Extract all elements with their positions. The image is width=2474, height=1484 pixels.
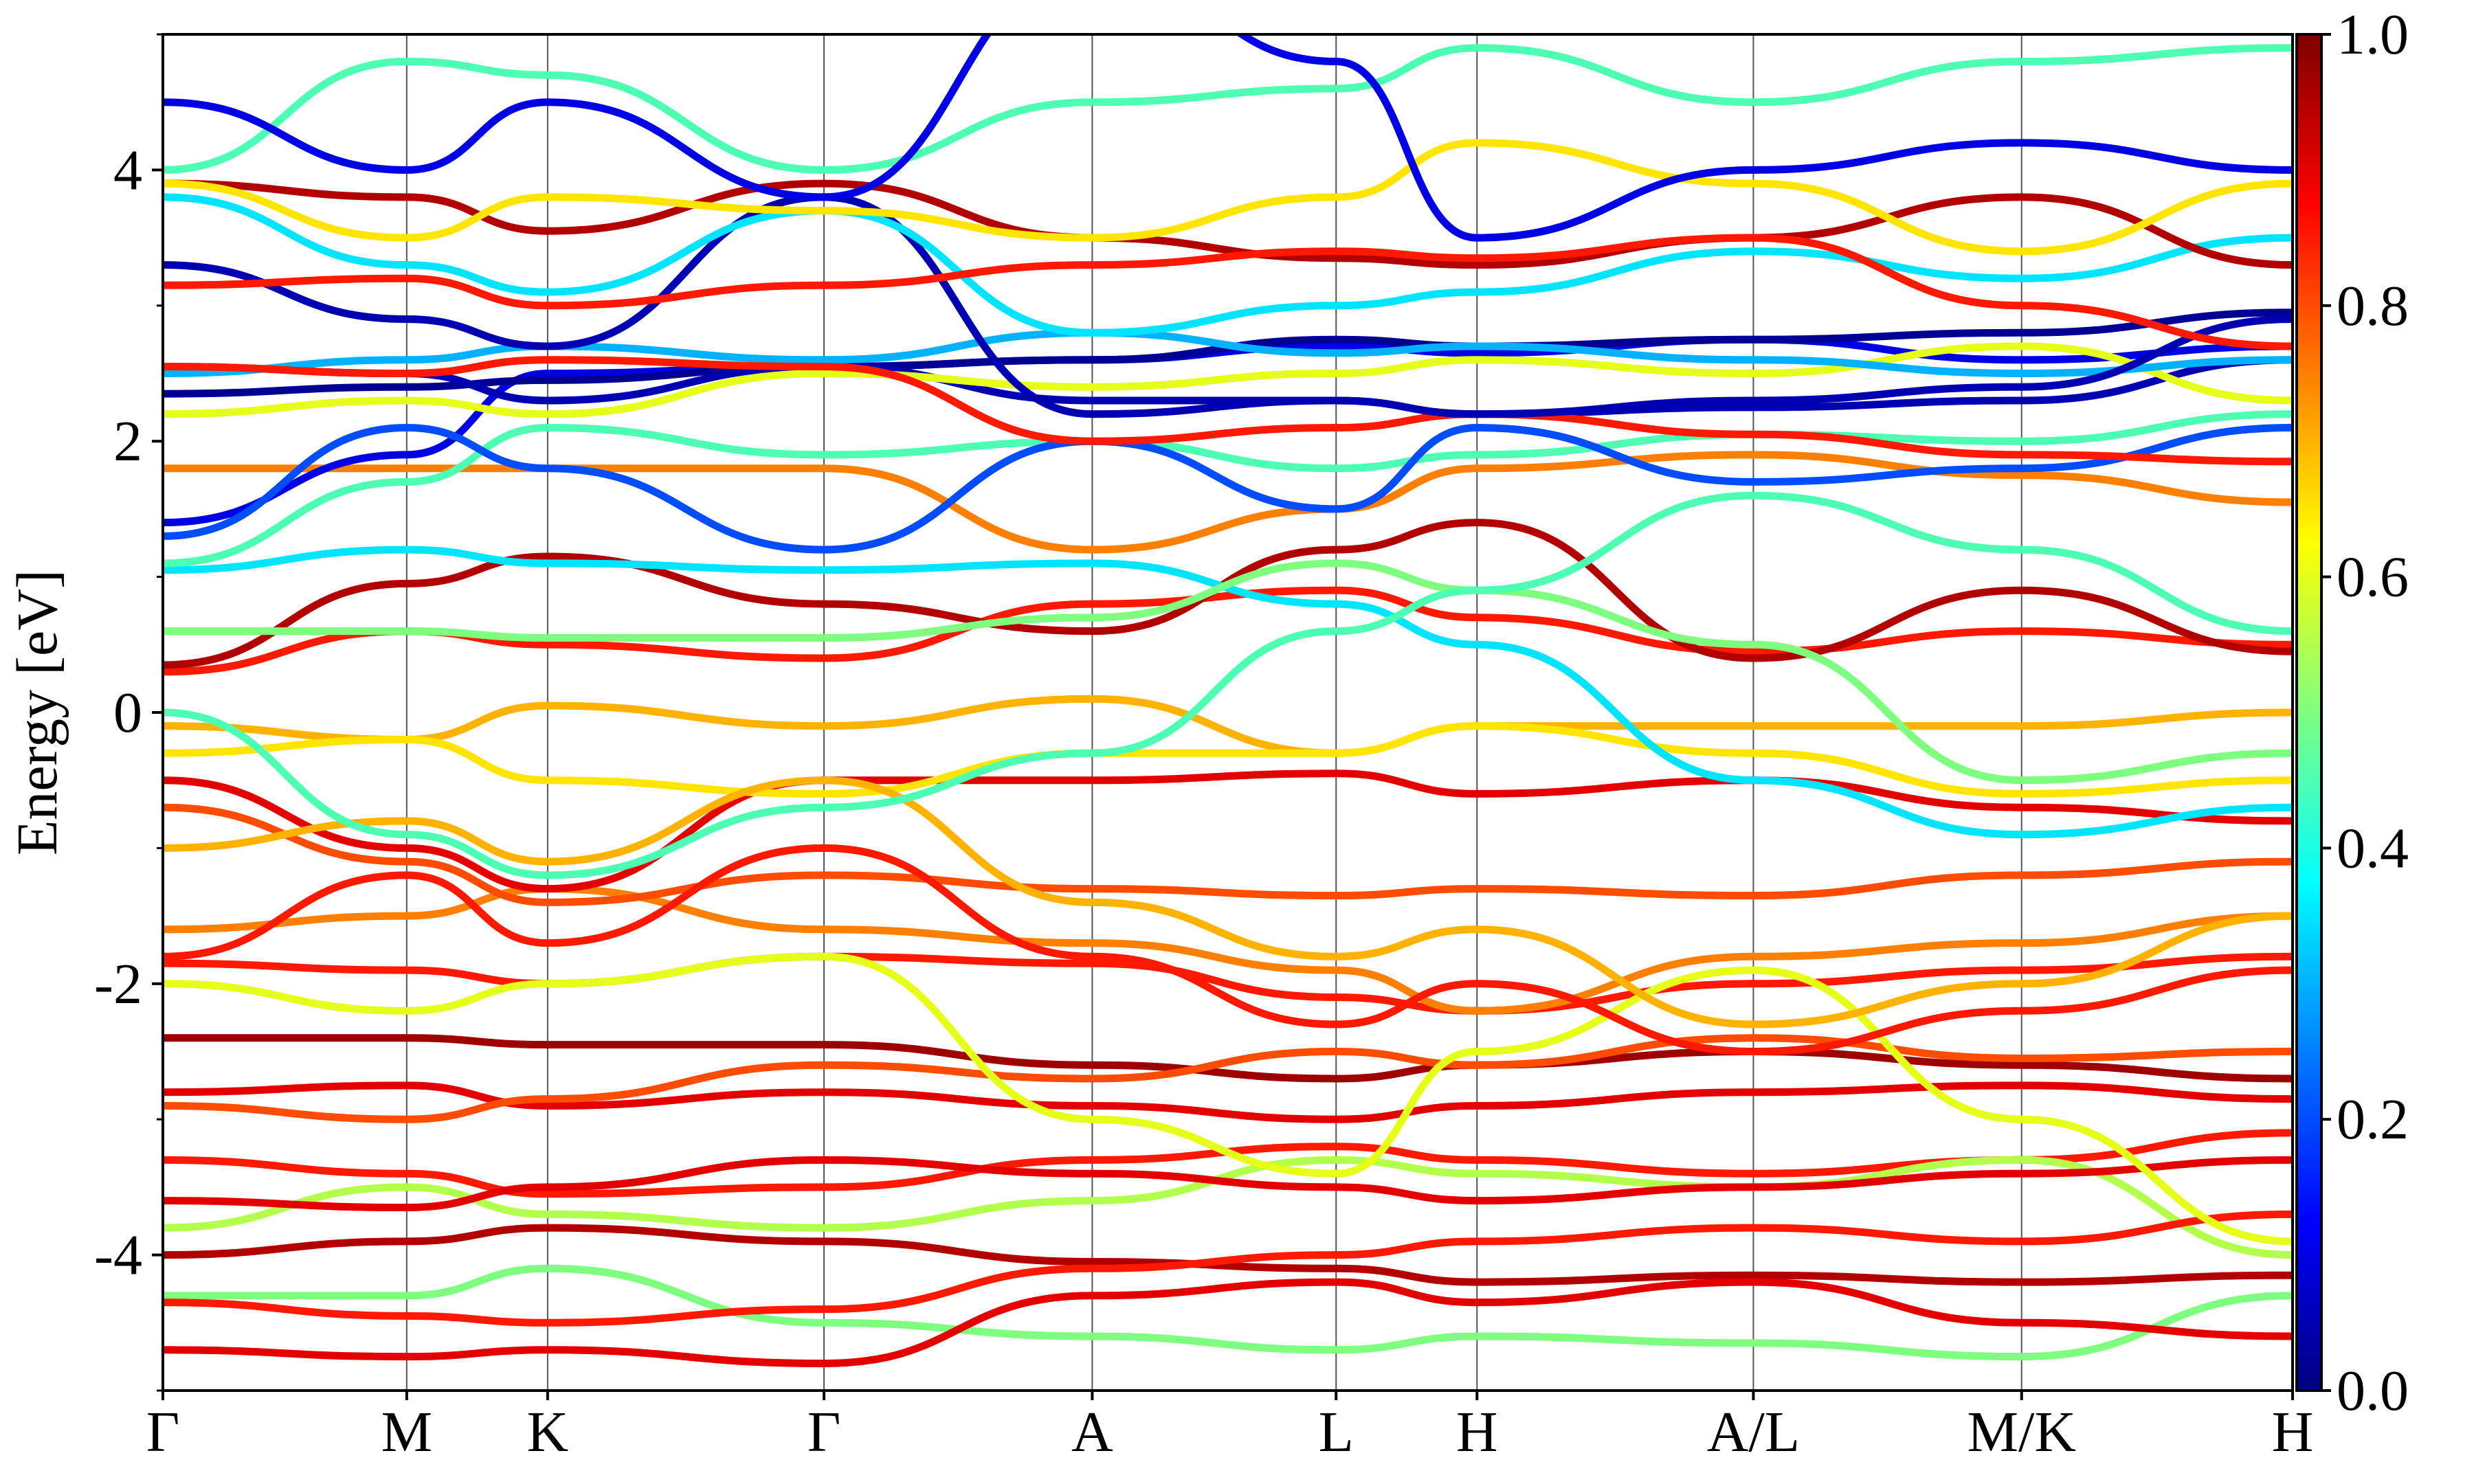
band-33 [163, 1210, 2293, 1327]
band-27 [163, 139, 2293, 256]
band-19 [163, 356, 2293, 418]
colorbar-tick-label: 0.4 [2337, 816, 2409, 880]
band-2 [163, 1081, 2293, 1123]
band-9 [163, 586, 2293, 676]
band-23 [163, 193, 2293, 418]
band-15 [163, 410, 2293, 567]
colorbar-ticks: 0.0 0.2 0.4 0.6 0.8 1.0 [2321, 3, 2409, 1423]
band-20 [163, 342, 2293, 418]
colorbar-tick-label: 0.8 [2337, 274, 2409, 338]
band-21 [163, 328, 2293, 377]
band-34 [163, 1156, 2293, 1211]
colorbar-bar [2295, 33, 2323, 1392]
band-3 [163, 1034, 2293, 1083]
band-25 [163, 179, 2293, 269]
band-7 [163, 803, 2293, 906]
band-37 [163, 776, 2293, 1028]
band-5 [163, 885, 2293, 1015]
band-24 [163, 193, 2293, 337]
band-13 [163, 559, 2293, 785]
band-14 [163, 451, 2293, 554]
band-26 [163, 234, 2293, 350]
band-18 [163, 308, 2293, 398]
x-axis-ticks: Γ M K Γ A L H A/L M/K H [146, 1391, 2314, 1464]
band-6 [163, 769, 2293, 893]
x-tick-label: A [1071, 1400, 1113, 1464]
x-tick-label: M [381, 1400, 432, 1464]
y-tick-label: 2 [113, 409, 142, 473]
x-tick-label: Γ [146, 1400, 180, 1464]
band-29 [163, 34, 2293, 242]
x-tick-label: K [527, 1400, 569, 1464]
y-axis-label: Energy [eV] [5, 570, 69, 855]
band-11 [163, 519, 2293, 669]
band-10 [163, 722, 2293, 798]
band-31 [163, 1264, 2293, 1361]
x-tick-label: Γ [807, 1400, 841, 1464]
y-tick-label: -4 [94, 1224, 142, 1288]
band-1 [163, 1129, 2293, 1198]
x-tick-label: A/L [1707, 1400, 1800, 1464]
x-tick-label: H [2272, 1400, 2314, 1464]
band-30 [163, 1156, 2293, 1259]
band-12 [163, 546, 2293, 839]
colorbar-tick-label: 0.0 [2337, 1359, 2409, 1423]
x-tick-label: H [1456, 1400, 1498, 1464]
y-tick-label: -2 [94, 952, 142, 1016]
band-36 [163, 952, 2293, 1246]
band-8 [163, 695, 2293, 757]
y-tick-label: 4 [113, 138, 142, 202]
band-4 [163, 952, 2293, 1015]
band-22 [163, 356, 2293, 466]
band-28 [163, 44, 2293, 174]
band-0 [163, 1224, 2293, 1286]
y-tick-label: 0 [113, 681, 142, 745]
band-39 [163, 844, 2293, 1055]
band-38 [163, 491, 2293, 879]
x-tick-label: L [1319, 1400, 1354, 1464]
colorbar-tick-label: 0.2 [2337, 1088, 2409, 1151]
colorbar-tick-label: 1.0 [2337, 3, 2409, 67]
band-17 [163, 424, 2293, 554]
band-35 [163, 1034, 2293, 1123]
y-axis-ticks: 4 2 0 -2 -4 [94, 33, 163, 1392]
x-tick-label: M/K [1967, 1400, 2076, 1464]
band-lines [163, 34, 2293, 1367]
band-32 [163, 1278, 2293, 1367]
colorbar-tick-label: 0.6 [2337, 546, 2409, 609]
